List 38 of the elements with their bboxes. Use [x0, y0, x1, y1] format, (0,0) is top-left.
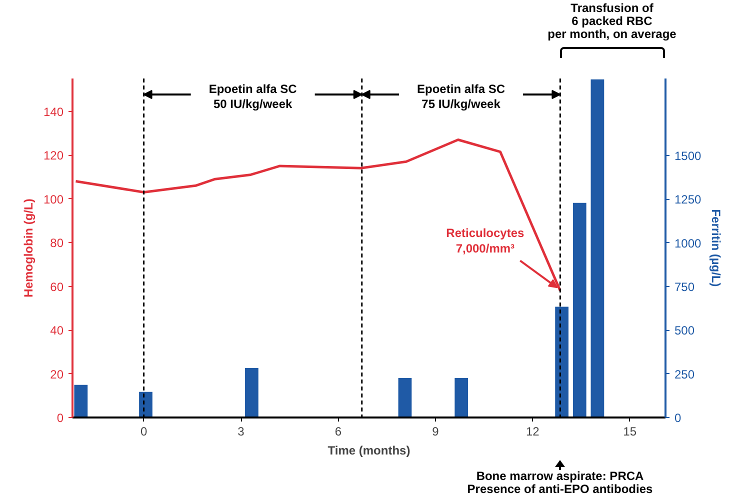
y-tick-label: 20	[50, 367, 64, 382]
y-tick-label: 80	[50, 236, 64, 250]
bar	[245, 368, 258, 418]
x-axis-title: Time (months)	[328, 444, 410, 458]
y-tick-label: 100	[43, 192, 64, 206]
y-tick-label: 60	[50, 280, 64, 294]
bar	[398, 378, 412, 418]
y2-tick-label: 1500	[674, 148, 702, 163]
y-tick-label: 0	[56, 411, 64, 425]
y2-tick-label: 0	[674, 411, 682, 425]
x-tick-label: 0	[140, 424, 148, 438]
bar	[572, 202, 586, 418]
x-tick-label: 3	[238, 424, 245, 438]
y2-tick-label: 750	[674, 280, 695, 294]
bar	[139, 392, 152, 418]
y-tick-label: 120	[43, 148, 64, 163]
bar	[555, 306, 568, 418]
y-tick-label: 140	[43, 104, 64, 119]
annotation: Reticulocytes 7,000/mm³	[446, 226, 525, 256]
annotation: Epoetin alfa SC 50 IU/kg/week	[208, 82, 298, 112]
bar	[590, 79, 604, 418]
y2-tick-label: 1000	[674, 236, 702, 250]
bar	[74, 384, 88, 418]
text: Bone marrow aspirate: PRCA Presence of anti-EPO antibodies	[466, 469, 654, 496]
annotation: Epoetin alfa SC 75 IU/kg/week	[417, 82, 506, 112]
y2-tick-label: 500	[674, 324, 695, 338]
line-series	[74, 138, 562, 292]
bar	[454, 378, 468, 418]
x-tick-label: 15	[623, 424, 637, 438]
text: Transfusion of 6 packed RBC per month, on average	[546, 1, 678, 42]
y2-tick-label: 250	[674, 367, 695, 382]
y2-axis-title: Ferritin (µg/L)	[709, 209, 724, 287]
y-tick-label: 40	[50, 324, 64, 338]
x-tick-label: 9	[432, 424, 440, 438]
y-axis-title: Hemoglobin (g/L)	[21, 198, 36, 298]
x-tick-label: 6	[334, 424, 342, 438]
x-tick-label: 12	[526, 424, 540, 438]
y2-tick-label: 1250	[674, 192, 702, 207]
